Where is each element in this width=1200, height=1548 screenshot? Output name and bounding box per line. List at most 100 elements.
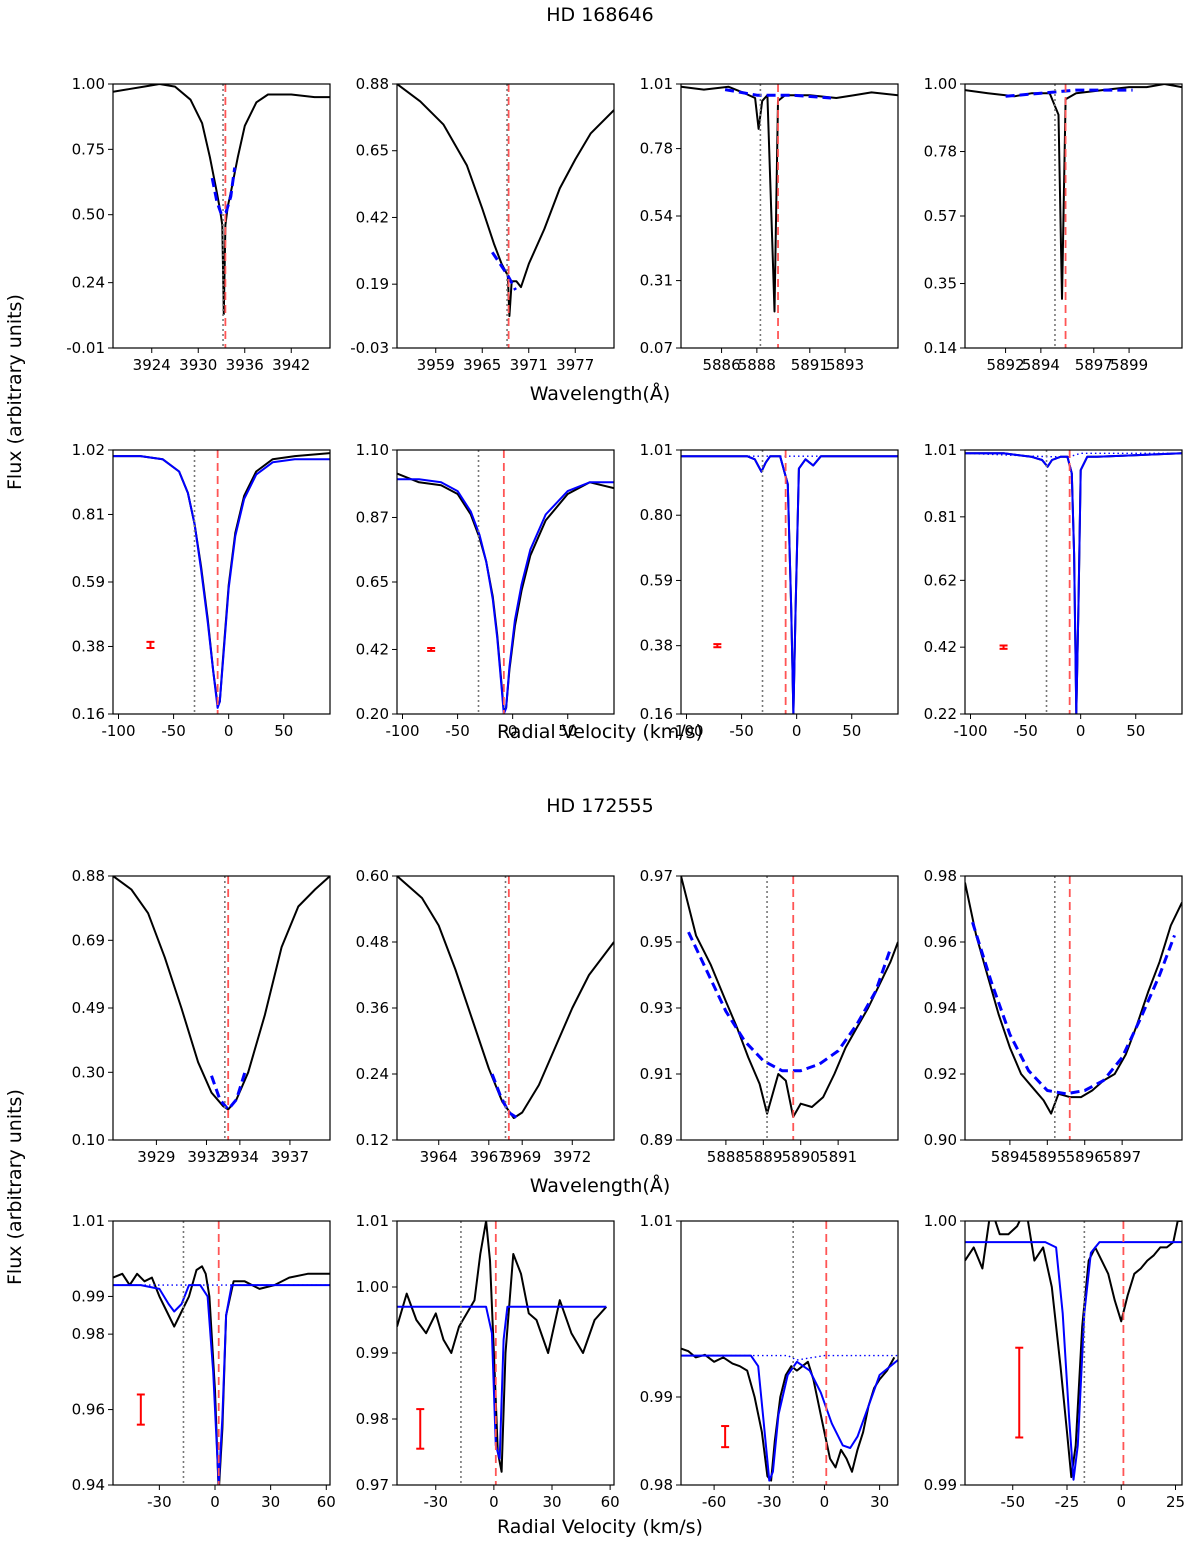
x-tick-label: 3937 [271,1148,309,1166]
y-tick-label: 0.65 [356,142,389,160]
x-tick-label: 5892 [986,356,1024,374]
series-spectrum [397,472,614,713]
y-tick-label: 1.00 [356,1278,389,1296]
y-tick-label: 0.60 [356,867,389,885]
y-tick-label: 0.20 [356,705,389,723]
y-tick-label: 0.75 [72,140,105,158]
x-tick-label: 5894 [1022,356,1060,374]
x-tick-label: 5891 [791,356,829,374]
y-tick-label: 0.98 [356,1410,389,1428]
panel-16: 0.99 1.00 -50 -25 0 25 [924,1212,1185,1511]
xlabel-velocity-bottom: Radial Velocity (km/s) [497,1516,703,1538]
xlabel-wavelength-top: Wavelength(Å) [529,383,671,405]
y-tick-label: 0.57 [924,207,957,225]
y-tick-label: 0.78 [640,140,673,158]
x-tick-label: 0 [1116,1493,1126,1511]
x-tick-label: 60 [317,1493,336,1511]
series-fit [113,1284,330,1485]
x-tick-label: 5893 [826,356,864,374]
y-tick-label: 0.80 [640,506,673,524]
y-tick-label: 0.19 [356,275,389,293]
y-tick-label: -0.03 [350,339,389,357]
x-tick-label: 0 [210,1493,220,1511]
y-tick-label: 0.50 [72,206,105,224]
series-spectrum [681,85,898,313]
x-tick-label: 50 [274,722,293,740]
xlabel-wavelength-bottom: Wavelength(Å) [529,1175,671,1197]
x-tick-label: 0 [820,1493,830,1511]
series-fit [965,1241,1182,1481]
y-tick-label: 0.42 [356,208,389,226]
title-hd172555: HD 172555 [546,795,654,817]
series-spectrum [113,84,330,315]
x-tick-label: 3929 [137,1148,175,1166]
x-tick-label: 30 [261,1493,280,1511]
x-tick-label: 5886 [702,356,740,374]
x-tick-label: 3934 [221,1148,259,1166]
series-spectrum [113,1265,330,1485]
x-tick-label: 50 [558,722,577,740]
x-tick-label: 3924 [133,356,171,374]
series-fit [113,455,330,709]
y-tick-label: 0.49 [72,999,105,1017]
series-spectrum [113,452,330,706]
x-tick-label: -30 [147,1493,172,1511]
x-tick-label: 3972 [553,1148,591,1166]
x-tick-label: -30 [424,1493,449,1511]
y-tick-label: 1.01 [640,1212,673,1230]
y-tick-label: 0.78 [924,143,957,161]
y-tick-label: 0.59 [72,573,105,591]
x-tick-label: 30 [870,1493,889,1511]
series-spectrum [681,876,898,1118]
series-spectrum [113,876,330,1111]
series-spectrum [397,84,614,318]
x-tick-label: 3932 [187,1148,225,1166]
axes-frame [396,83,615,349]
y-tick-label: 0.36 [356,999,389,1017]
x-tick-label: 50 [842,722,861,740]
x-tick-label: 5890 [782,1148,820,1166]
y-tick-label: 0.65 [356,573,389,591]
series-spectrum [965,452,1182,714]
y-tick-label: 0.10 [72,1131,105,1149]
y-tick-label: 0.92 [924,1065,957,1083]
axes-frame [964,83,1183,349]
panel-2: -0.03 0.19 0.42 0.65 0.88 3959 3965 3971 3977 [350,75,615,374]
x-tick-label: 3969 [503,1148,541,1166]
x-tick-label: 5888 [738,356,776,374]
panel-8: 0.22 0.42 0.62 0.81 1.01 -100 -50 0 50 [924,441,1183,740]
series-model [681,1354,898,1361]
series-spectrum [965,84,1182,300]
panel-1: -0.01 0.24 0.50 0.75 1.00 3924 3930 3936 3942 [66,75,331,374]
axes-frame [680,83,899,349]
x-tick-label: 3977 [556,356,594,374]
x-tick-label: 60 [601,1493,620,1511]
axes-frame [112,875,331,1141]
x-tick-label: -30 [757,1493,782,1511]
xlabel-velocity-top: Radial Velocity (km/s) [497,721,703,743]
series-fit [681,455,898,714]
series-fit [965,452,1182,714]
axes-frame [964,1220,1183,1486]
x-tick-label: 5889 [744,1148,782,1166]
panel-11: 0.89 0.91 0.93 0.95 0.97 5888 5889 5890 5891 [640,867,899,1166]
y-tick-label: 0.14 [924,339,957,357]
y-tick-label: 1.01 [356,1212,389,1230]
y-tick-label: 0.98 [924,867,957,885]
x-tick-label: 5897 [1075,356,1113,374]
y-tick-label: 0.42 [924,638,957,656]
y-tick-label: 0.22 [924,705,957,723]
x-tick-label: 5896 [1066,1148,1104,1166]
y-tick-label: 0.38 [72,637,105,655]
x-tick-label: 3936 [226,356,264,374]
y-tick-label: 0.16 [72,705,105,723]
x-tick-label: 3965 [463,356,501,374]
y-tick-label: 0.90 [924,1131,957,1149]
x-tick-label: -100 [953,722,987,740]
y-tick-label: 0.93 [640,999,673,1017]
x-tick-label: 5899 [1110,356,1148,374]
